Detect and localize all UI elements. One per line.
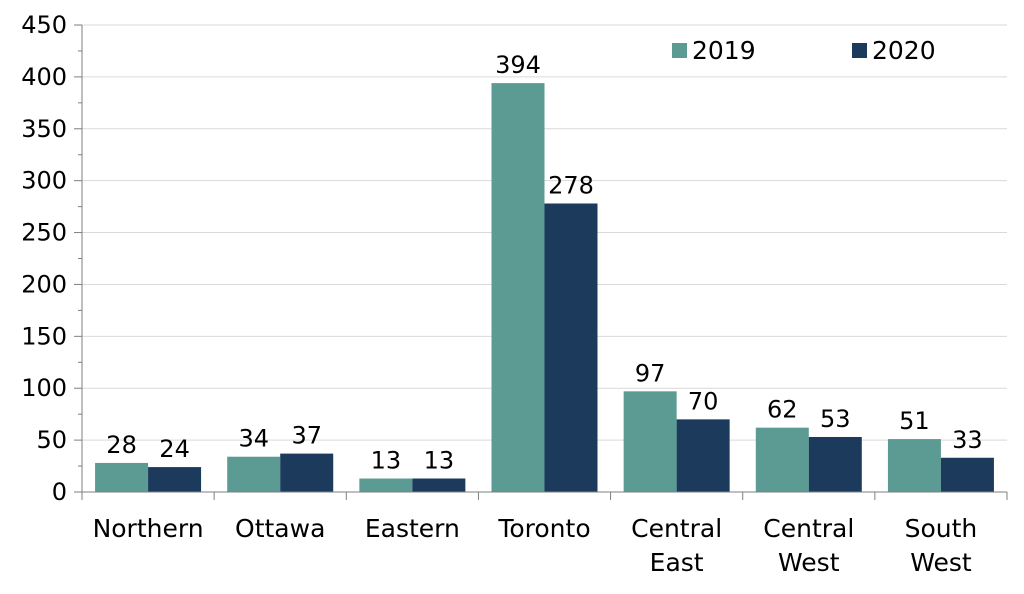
x-category-label: Northern — [93, 514, 204, 543]
data-label: 278 — [548, 171, 594, 199]
y-tick-label: 100 — [21, 374, 67, 402]
x-category-label: West — [910, 548, 972, 577]
legend-swatch-2019 — [672, 43, 687, 58]
data-label: 51 — [899, 407, 930, 435]
x-category-label: West — [778, 548, 840, 577]
x-category-label: Central — [763, 514, 854, 543]
legend-label: 2020 — [872, 36, 936, 65]
bar-2020-central-west — [808, 436, 862, 492]
bar-2020-south-west — [940, 457, 994, 492]
bar-2019-central-east — [623, 391, 677, 492]
y-tick-label: 250 — [21, 219, 67, 247]
y-tick-label: 400 — [21, 63, 67, 91]
x-category-label: East — [650, 548, 704, 577]
data-label: 13 — [424, 447, 455, 475]
x-category-label: Eastern — [365, 514, 460, 543]
bar-2020-central-east — [676, 419, 730, 492]
data-label: 28 — [106, 431, 137, 459]
bar-2020-ottawa — [280, 453, 334, 492]
bar-2020-toronto — [544, 203, 598, 492]
data-label: 33 — [952, 426, 983, 454]
x-category-label: Toronto — [497, 514, 590, 543]
data-label: 34 — [238, 425, 269, 453]
y-tick-label: 0 — [52, 478, 67, 506]
bar-2019-ottawa — [227, 456, 281, 492]
bar-2020-eastern — [412, 478, 466, 492]
bar-2019-toronto — [491, 83, 545, 493]
axes: 0 50 100 150 200 250 300 350 400 450 Northern Ottaw… — [21, 11, 1008, 577]
y-tick-label: 50 — [36, 426, 67, 454]
data-label: 24 — [159, 435, 190, 463]
bar-2020-northern — [148, 467, 202, 492]
bar-2019-eastern — [359, 478, 413, 492]
bar-2019-northern — [95, 462, 149, 492]
data-label: 13 — [371, 447, 402, 475]
bar-2019-central-west — [755, 427, 809, 492]
data-label: 70 — [688, 387, 719, 415]
y-tick-label: 150 — [21, 322, 67, 350]
legend-label: 2019 — [692, 36, 756, 65]
bar-2019-south-west — [887, 439, 941, 492]
legend-swatch-2020 — [852, 43, 867, 58]
data-label: 37 — [291, 422, 322, 450]
data-labels: 28 24 34 37 13 13 394 278 97 70 62 53 51 33 — [106, 51, 982, 474]
y-tick-label: 300 — [21, 167, 67, 195]
x-category-label: South — [905, 514, 978, 543]
data-label: 394 — [495, 51, 541, 79]
data-label: 53 — [820, 405, 851, 433]
legend: 2019 2020 — [672, 36, 936, 65]
y-tick-label: 450 — [21, 11, 67, 39]
data-label: 97 — [635, 359, 666, 387]
bars — [95, 83, 994, 493]
y-tick-label: 350 — [21, 115, 67, 143]
data-label: 62 — [767, 396, 798, 424]
y-tick-label: 200 — [21, 270, 67, 298]
x-category-label: Ottawa — [235, 514, 325, 543]
x-category-label: Central — [631, 514, 722, 543]
